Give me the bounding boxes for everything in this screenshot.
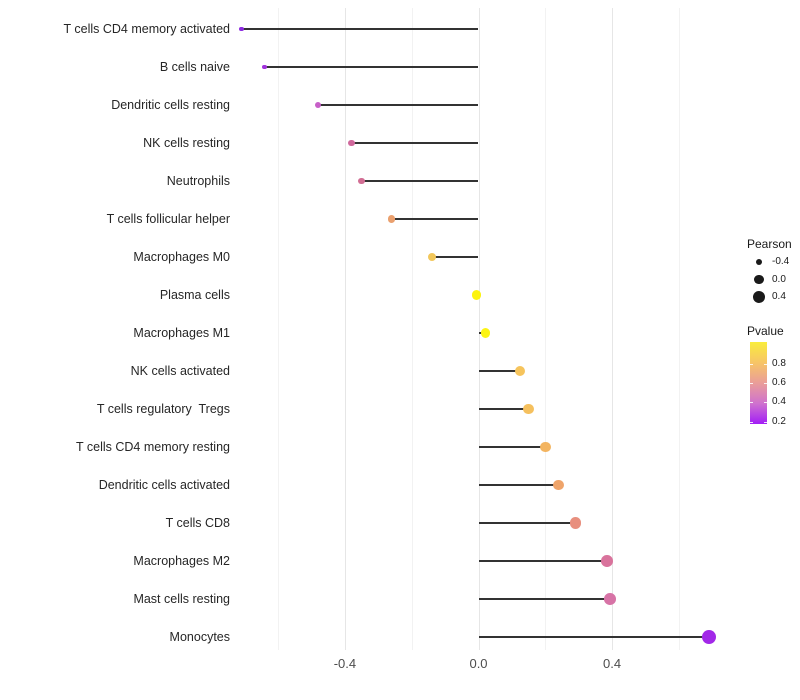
size-legend-label: 0.4 xyxy=(772,291,786,302)
lollipop-dot xyxy=(358,177,365,185)
gridline-minor xyxy=(545,8,547,650)
colorbar-tick-mark xyxy=(764,383,767,384)
colorbar-tick-mark xyxy=(750,383,753,384)
gridline-minor xyxy=(678,8,680,650)
gridline-major xyxy=(344,8,346,650)
category-label: Macrophages M1 xyxy=(133,326,230,340)
category-label: Neutrophils xyxy=(166,174,230,188)
lollipop-stem xyxy=(478,598,611,600)
category-label: NK cells resting xyxy=(143,136,230,150)
size-legend-dot xyxy=(753,291,765,303)
size-legend-label: -0.4 xyxy=(772,256,790,267)
lollipop-dot xyxy=(553,479,565,491)
colorbar-tick-mark xyxy=(750,402,753,404)
lollipop-dot xyxy=(540,441,551,453)
lollipop-dot xyxy=(702,630,716,644)
x-tick-label: 0.4 xyxy=(603,656,622,671)
lollipop-dot xyxy=(239,26,244,32)
category-label: T cells follicular helper xyxy=(106,212,230,226)
lollipop-dot xyxy=(604,593,617,605)
colorbar-tick-label: 0.8 xyxy=(772,357,786,369)
gridline-major xyxy=(612,8,614,650)
lollipop-stem xyxy=(478,484,559,486)
category-label: Plasma cells xyxy=(159,288,230,302)
category-label: Dendritic cells resting xyxy=(111,98,230,112)
colorbar-tick-mark xyxy=(764,363,767,365)
category-label: NK cells activated xyxy=(130,364,230,378)
x-tick-label: -0.4 xyxy=(333,656,357,671)
lollipop-stem xyxy=(478,560,608,562)
lollipop-stem xyxy=(478,446,546,448)
lollipop-dot xyxy=(315,102,322,108)
category-label: Mast cells resting xyxy=(133,592,230,606)
category-label: Macrophages M0 xyxy=(133,250,230,264)
category-label: Macrophages M2 xyxy=(133,554,230,568)
lollipop-stem xyxy=(478,408,529,410)
size-legend-dot xyxy=(755,258,763,266)
lollipop-dot xyxy=(262,64,268,70)
category-label: B cells naive xyxy=(159,60,230,74)
lollipop-dot xyxy=(515,365,526,377)
lollipop-dot xyxy=(569,517,581,529)
size-legend-dot xyxy=(754,274,764,285)
lollipop-stem xyxy=(318,104,479,106)
category-label: Monocytes xyxy=(169,630,230,644)
colorbar-tick-label: 0.2 xyxy=(772,415,786,427)
colorbar-tick-mark xyxy=(750,363,753,365)
lollipop-stem xyxy=(431,256,479,258)
lollipop-dot xyxy=(387,215,396,223)
lollipop-dot xyxy=(348,139,355,147)
lollipop-stem xyxy=(478,636,709,638)
lollipop-stem xyxy=(391,218,479,220)
lollipop-dot xyxy=(480,328,490,338)
colorbar xyxy=(750,342,767,424)
category-label: T cells CD4 memory activated xyxy=(63,22,231,36)
lollipop-stem xyxy=(361,180,479,182)
category-label: T cells regulatory Tregs xyxy=(96,402,230,416)
colorbar-tick-label: 0.6 xyxy=(772,377,786,388)
category-label: Dendritic cells activated xyxy=(98,478,230,492)
lollipop-stem xyxy=(478,522,576,524)
lollipop-dot xyxy=(523,403,534,415)
x-tick-label: 0.0 xyxy=(469,656,488,671)
lollipop-stem xyxy=(241,28,479,30)
size-legend-label: 0.0 xyxy=(772,273,786,285)
lollipop-stem xyxy=(351,142,479,144)
gridline-minor xyxy=(411,8,413,650)
lollipop-dot xyxy=(427,252,436,262)
gridline-minor xyxy=(278,8,280,650)
lollipop-stem xyxy=(264,66,479,68)
lollipop-stem xyxy=(478,370,521,372)
category-label: T cells CD4 memory resting xyxy=(76,440,230,454)
lollipop-dot xyxy=(601,555,613,567)
colorbar-tick-mark xyxy=(764,421,767,423)
colorbar-tick-mark xyxy=(750,421,753,423)
colorbar-legend-title: Pvalue xyxy=(747,324,784,338)
category-label: T cells CD8 xyxy=(165,516,230,530)
size-legend-title: Pearson xyxy=(747,237,792,251)
colorbar-tick-mark xyxy=(764,402,767,404)
gridline-major xyxy=(478,8,480,650)
colorbar-tick-label: 0.4 xyxy=(772,396,786,408)
lollipop-dot xyxy=(472,290,482,300)
